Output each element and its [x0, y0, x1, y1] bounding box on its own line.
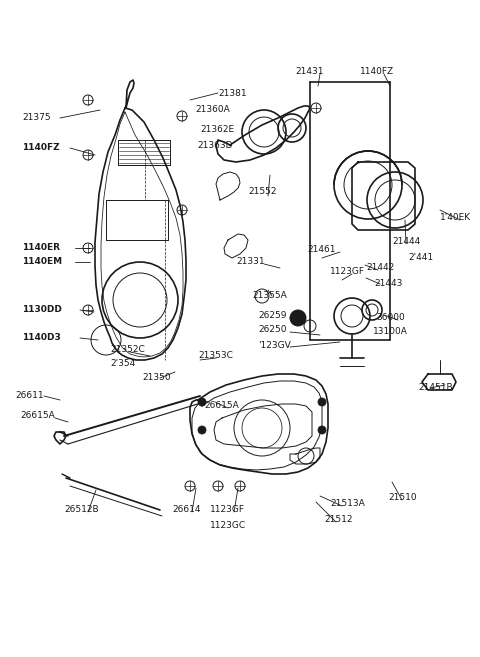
Text: 21363D: 21363D: [197, 141, 232, 150]
Text: 21443: 21443: [374, 279, 402, 288]
Text: 1140ER: 1140ER: [22, 244, 60, 252]
Text: 21442: 21442: [366, 263, 394, 273]
Text: 21381: 21381: [218, 89, 247, 97]
Text: 1140FZ: 1140FZ: [360, 68, 394, 76]
Text: 26615A: 26615A: [20, 411, 55, 420]
Text: 21451B: 21451B: [418, 384, 453, 392]
Text: 1140FZ: 1140FZ: [22, 143, 60, 152]
Text: 21444: 21444: [392, 237, 420, 246]
Text: 2'354: 2'354: [110, 359, 135, 369]
Text: 21513A: 21513A: [330, 499, 365, 509]
Text: 26615A: 26615A: [204, 401, 239, 411]
Text: 13100A: 13100A: [373, 327, 408, 336]
Text: 21431: 21431: [295, 68, 324, 76]
Text: 21362E: 21362E: [200, 125, 234, 135]
Text: 1140D3: 1140D3: [22, 334, 61, 342]
Text: 1'40EK: 1'40EK: [440, 214, 471, 223]
Text: 26512B: 26512B: [64, 505, 98, 514]
Text: 26614: 26614: [172, 505, 201, 514]
Text: 21360A: 21360A: [195, 106, 230, 114]
Text: 1123GF: 1123GF: [210, 505, 245, 514]
Text: '123GV: '123GV: [258, 342, 291, 350]
Circle shape: [318, 426, 326, 434]
Text: 21353C: 21353C: [198, 351, 233, 361]
Text: 26250: 26250: [258, 325, 287, 334]
Text: 21350: 21350: [142, 373, 170, 382]
Text: 1123GF: 1123GF: [330, 267, 365, 277]
Text: 21355A: 21355A: [252, 292, 287, 300]
Circle shape: [290, 310, 306, 326]
Text: 21512: 21512: [324, 516, 352, 524]
Text: 2'441: 2'441: [408, 254, 433, 263]
Text: 26611: 26611: [15, 392, 44, 401]
Circle shape: [318, 398, 326, 406]
Text: 1130DD: 1130DD: [22, 306, 62, 315]
Text: 21352C: 21352C: [110, 346, 145, 355]
Text: 26259: 26259: [258, 311, 287, 319]
Circle shape: [198, 398, 206, 406]
Text: 21461: 21461: [307, 246, 336, 254]
Circle shape: [198, 426, 206, 434]
Text: 21375: 21375: [22, 114, 50, 122]
Text: 1123GC: 1123GC: [210, 522, 246, 530]
Text: 21510: 21510: [388, 493, 417, 503]
Text: 21331: 21331: [236, 258, 264, 267]
Text: 21552: 21552: [248, 187, 276, 196]
Text: 36000: 36000: [376, 313, 405, 323]
Text: 1140EM: 1140EM: [22, 258, 62, 267]
